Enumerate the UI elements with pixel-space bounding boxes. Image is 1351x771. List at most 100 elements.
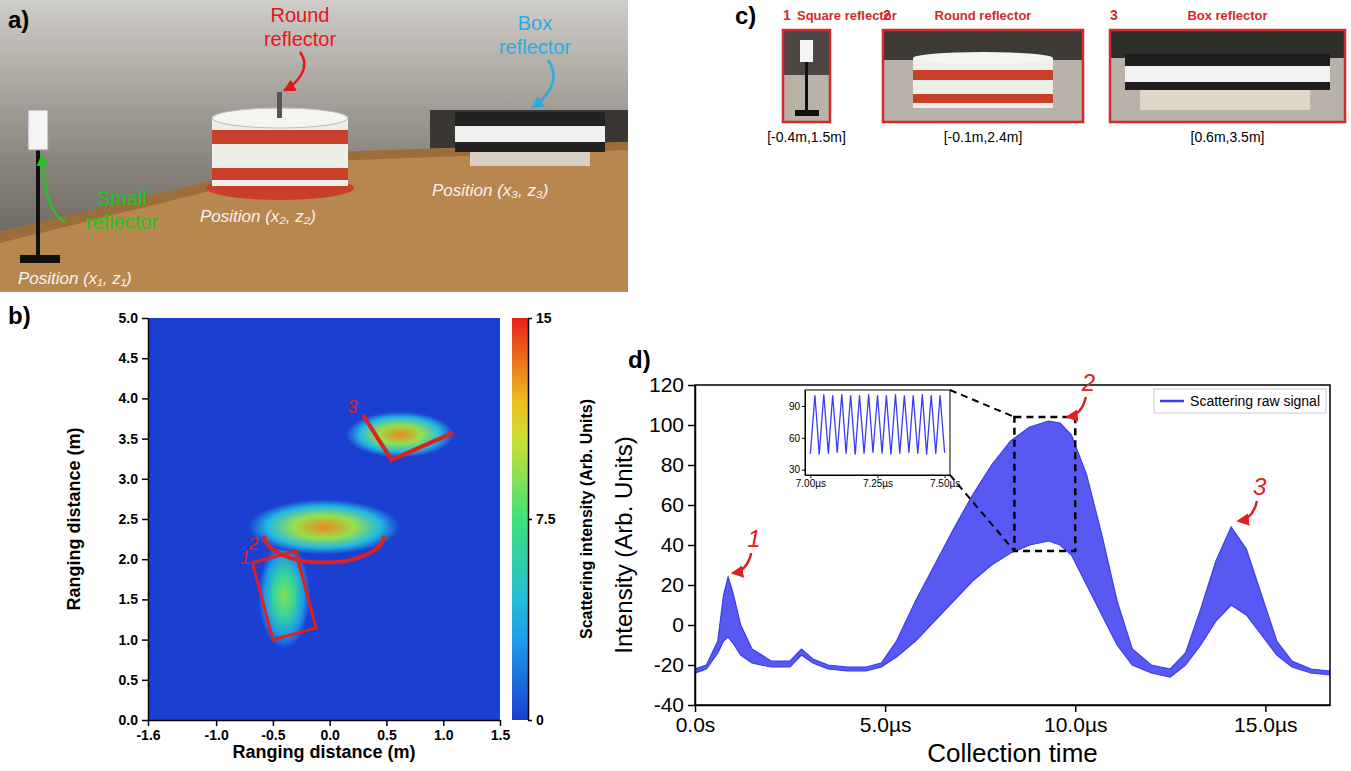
annotation-arrow (733, 553, 751, 573)
tick: 100 (649, 413, 695, 436)
tick: 15.0µs (1234, 705, 1297, 736)
axis-line (149, 720, 501, 722)
tick-label: 15.0µs (1234, 713, 1297, 736)
box-band (1125, 66, 1330, 82)
tick-label: -1.0 (205, 727, 229, 743)
tick-mark (528, 318, 532, 320)
figure: a)RoundreflectorBoxreflectorSmallreflect… (0, 0, 1351, 771)
tick-mark (142, 720, 148, 722)
tick-mark (142, 639, 148, 641)
inset: 7.00µs7.25µs7.50µs306090 (789, 390, 960, 489)
box-top (455, 112, 605, 126)
label-line: Box (518, 12, 552, 34)
axis-title: Ranging distance (m) (64, 427, 84, 610)
tick-mark (142, 559, 148, 561)
tick-mark (142, 519, 148, 521)
reflector-stripe (913, 94, 1053, 103)
tick: 60 (789, 433, 805, 444)
tick-label: 40 (661, 533, 684, 556)
tick-label: 5.0µs (860, 713, 912, 736)
tick-mark (1265, 705, 1267, 712)
arrow (285, 52, 304, 90)
tick-mark (802, 470, 805, 471)
inset-frame (805, 390, 950, 475)
tick: 7.00µs (796, 475, 826, 489)
label-line: Round (271, 4, 330, 26)
inset-background (805, 390, 950, 475)
peak-label: 3 (347, 397, 357, 417)
axis: -1.6 -1.0 -0.5 0.0 0.5 1.0 1.5 (136, 720, 510, 743)
panel-a: a)RoundreflectorBoxreflectorSmallreflect… (0, 0, 628, 292)
tick: 1.5 (491, 720, 511, 743)
item-coords: [0.6m,3.5m] (1191, 129, 1265, 145)
tick-mark (885, 705, 887, 712)
legend-item: Scattering raw signal (1160, 393, 1320, 409)
tick-mark (443, 720, 445, 726)
tick: 2.5 (119, 511, 148, 527)
tick-label: 60 (661, 493, 684, 516)
item-title: Box reflector (1187, 8, 1267, 23)
tick-mark (688, 385, 695, 387)
tick: 0.0 (119, 712, 148, 728)
tick-label: 4.5 (119, 350, 139, 366)
annotations: 123 (240, 397, 454, 639)
photo (1110, 30, 1345, 122)
tick-mark (688, 465, 695, 467)
tick: -20 (654, 653, 695, 676)
tick-label: 4.0 (119, 390, 139, 406)
tick-label: 5.0 (119, 310, 139, 326)
position-label: Position (x₃, z₃) (432, 181, 548, 200)
stand (805, 62, 808, 112)
tick: 0.0 (320, 720, 340, 743)
tick-mark (1075, 705, 1077, 712)
item-coords: [-0.4m,1.5m] (767, 129, 846, 145)
tick: 5.0 (119, 310, 148, 326)
zoom-box (1014, 417, 1075, 551)
tick-mark (688, 585, 695, 587)
reflector-label: Smallreflector (86, 187, 159, 233)
inset-line (810, 394, 944, 455)
tick-label: -0.5 (261, 727, 285, 743)
item-title: Square reflector (797, 8, 897, 23)
tick-label: 1.0 (434, 727, 454, 743)
annotation-label: 1 (747, 525, 760, 552)
tick-label: 60 (789, 433, 801, 444)
tick-label: 90 (789, 401, 801, 412)
panel-b: b)123-1.6-1.0-0.50.00.51.01.50.00.51.01.… (8, 302, 595, 762)
tick-mark (142, 318, 148, 320)
tick-mark (142, 438, 148, 440)
thumbnail: 3Box reflector[0.6m,3.5m] (1110, 7, 1345, 145)
axis: 0.00.51.01.52.02.53.03.54.04.55.0 (119, 310, 149, 728)
tick-label: 0 (672, 613, 684, 636)
tick-mark (142, 479, 148, 481)
tick-label: 15 (536, 310, 552, 326)
tick: -1.0 (205, 720, 229, 743)
tick-mark (802, 438, 805, 439)
tick-label: 1.5 (491, 727, 511, 743)
tick-label: 7.5 (536, 511, 556, 527)
panel-label: d) (628, 346, 651, 373)
stand-base (795, 110, 819, 116)
tick-label: 0.5 (377, 727, 397, 743)
tick-label: 80 (661, 453, 684, 476)
tick-mark (688, 705, 695, 707)
annotation-label: 3 (1253, 473, 1267, 500)
tick-label: 0.5 (119, 672, 139, 688)
box-band (455, 126, 605, 142)
inset-plot (810, 394, 944, 455)
thumbnail-frame (883, 30, 1083, 122)
tick: 0.5 (377, 720, 397, 743)
tick: -1.6 (136, 720, 160, 743)
tick: -0.5 (261, 720, 285, 743)
tick-mark (142, 680, 148, 682)
tick-mark (386, 720, 388, 726)
tick-label: 1.5 (119, 591, 139, 607)
axis-line (696, 705, 1331, 707)
tick-mark (688, 505, 695, 507)
tick-mark (688, 625, 695, 627)
tick: 0 (528, 712, 544, 728)
item-coords: [-0.1m,2.4m] (944, 129, 1023, 145)
photo (883, 30, 1083, 122)
annotation-arrow (1239, 501, 1257, 521)
colorbar-title: Scattering intensity (Arb. Units) (578, 399, 595, 639)
